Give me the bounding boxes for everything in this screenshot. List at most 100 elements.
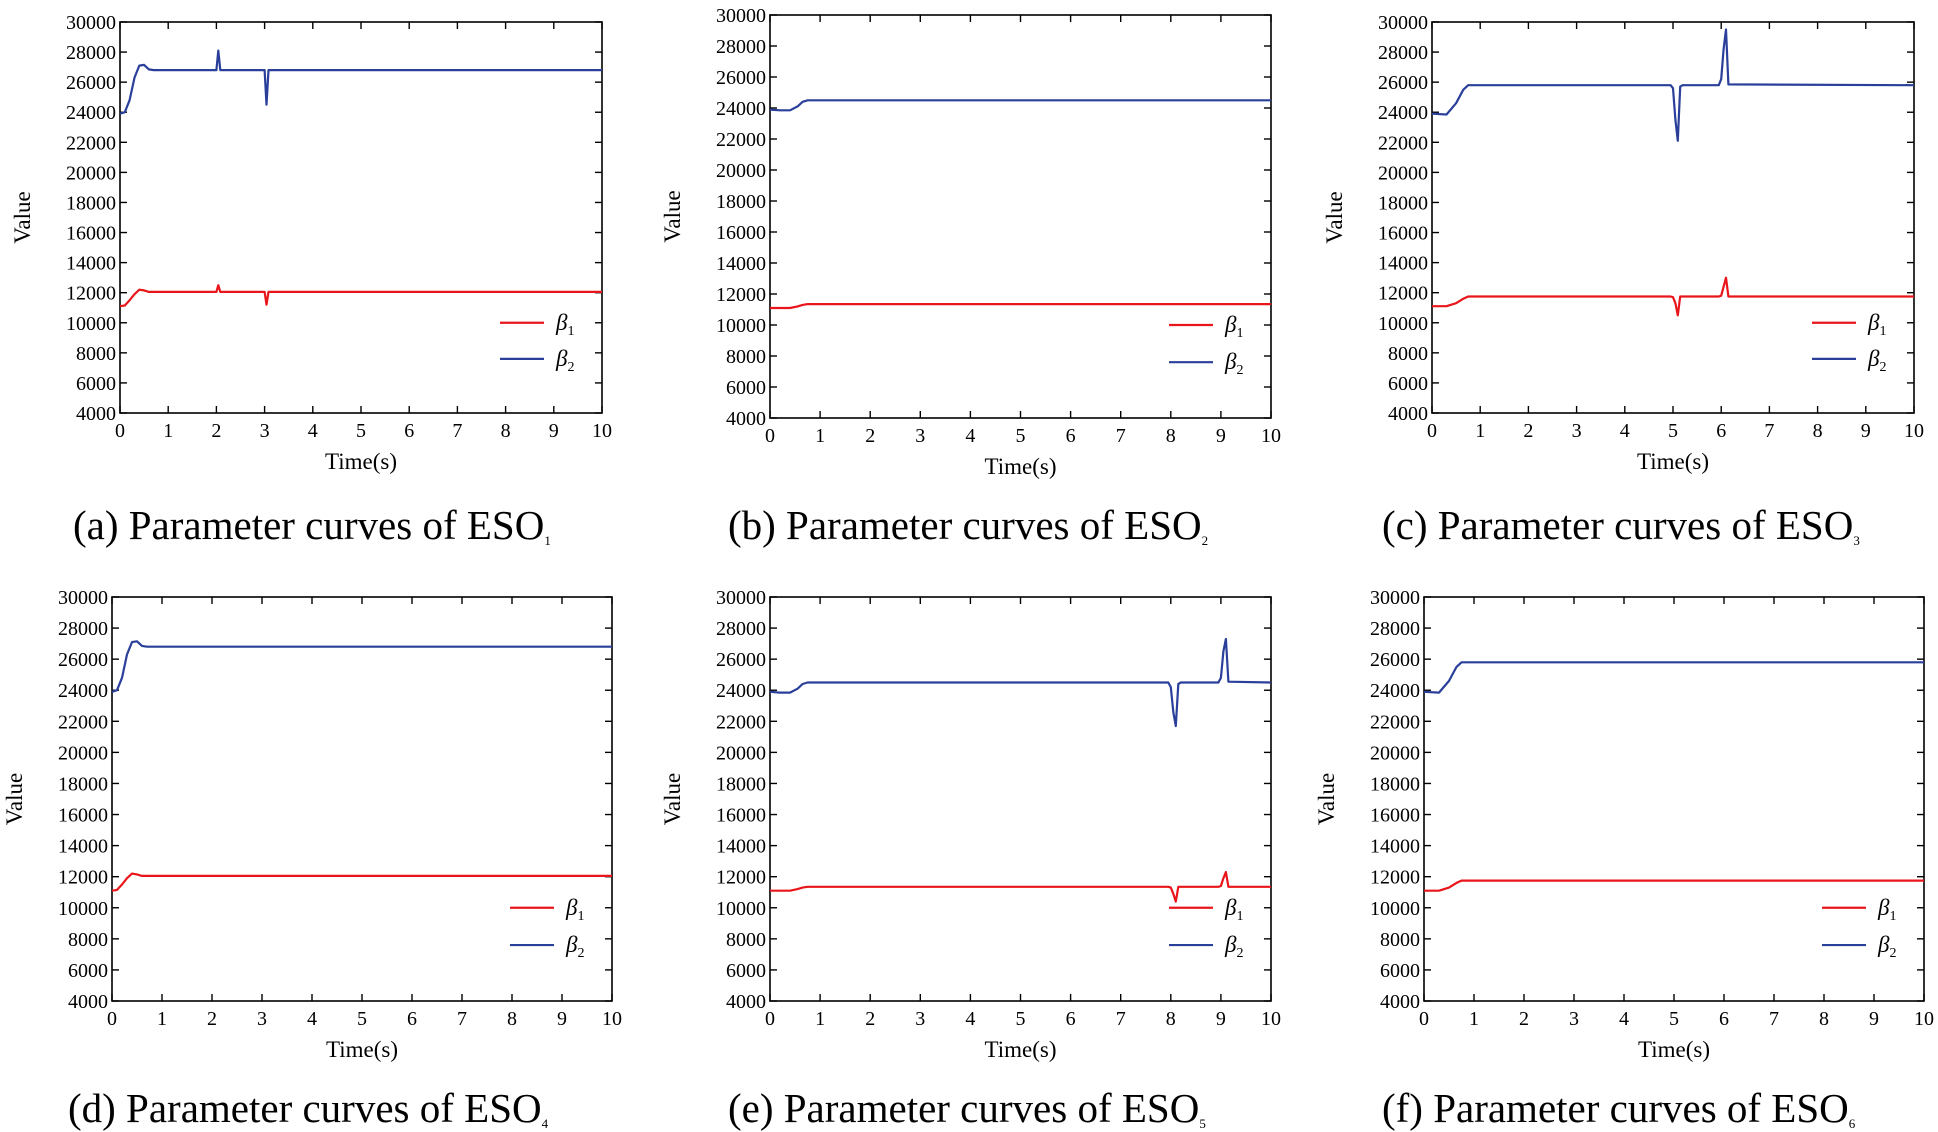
y-tick-label: 4000 <box>1388 403 1428 425</box>
legend-subscript: 2 <box>1879 360 1886 375</box>
y-tick-label: 8000 <box>726 346 766 368</box>
caption-e: (e) Parameter curves of ESO5 <box>728 1085 1206 1131</box>
y-tick-label: 10000 <box>716 315 766 337</box>
y-tick-label: 26000 <box>716 649 766 671</box>
series-line-1 <box>770 303 1271 310</box>
y-axis-label: Value <box>1322 191 1347 243</box>
x-tick-label: 2 <box>207 1008 217 1030</box>
y-tick-label: 16000 <box>58 805 108 827</box>
x-tick-label: 9 <box>1861 420 1871 442</box>
x-tick-label: 4 <box>965 425 975 447</box>
y-tick-label: 28000 <box>58 618 108 640</box>
x-tick-label: 3 <box>257 1008 267 1030</box>
y-tick-label: 14000 <box>58 836 108 858</box>
x-tick-label: 4 <box>1620 420 1630 442</box>
x-tick-label: 6 <box>404 420 414 442</box>
y-tick-label: 30000 <box>1370 587 1420 609</box>
y-tick-label: 24000 <box>66 102 116 124</box>
y-tick-label: 28000 <box>66 42 116 64</box>
x-tick-label: 1 <box>1469 1008 1479 1030</box>
y-axis-label: Value <box>2 773 27 825</box>
x-tick-label: 7 <box>457 1008 467 1030</box>
series-line-2 <box>769 637 1272 728</box>
x-tick-label: 0 <box>1427 420 1437 442</box>
legend-label-2: β2 <box>1867 346 1886 375</box>
x-tick-label: 9 <box>557 1008 567 1030</box>
y-tick-label: 12000 <box>716 284 766 306</box>
legend-label-2: β2 <box>565 932 584 961</box>
y-tick-label: 26000 <box>1378 72 1428 94</box>
legend-subscript: 2 <box>1236 946 1243 961</box>
x-axis-label: Time(s) <box>1638 1037 1710 1062</box>
x-tick-label: 8 <box>1166 425 1176 447</box>
x-tick-label: 5 <box>357 1008 367 1030</box>
y-tick-label: 24000 <box>716 98 766 120</box>
y-tick-label: 20000 <box>66 162 116 184</box>
x-tick-label: 5 <box>1668 420 1678 442</box>
legend-label-1: β1 <box>565 895 584 924</box>
y-tick-label: 14000 <box>716 253 766 275</box>
y-tick-label: 16000 <box>66 223 116 245</box>
legend-label-2: β2 <box>1224 349 1243 378</box>
y-tick-label: 6000 <box>1388 373 1428 395</box>
x-tick-label: 5 <box>1016 425 1026 447</box>
x-tick-label: 9 <box>1216 425 1226 447</box>
x-axis-label: Time(s) <box>1637 449 1709 474</box>
x-tick-label: 0 <box>765 1008 775 1030</box>
x-tick-label: 3 <box>1572 420 1582 442</box>
caption-b: (b) Parameter curves of ESO2 <box>728 502 1209 548</box>
y-tick-label: 12000 <box>66 283 116 305</box>
legend-symbol: β <box>1224 895 1237 920</box>
legend-subscript: 1 <box>1236 326 1243 341</box>
y-tick-label: 14000 <box>1378 253 1428 275</box>
series-line-1 <box>770 870 1271 903</box>
y-tick-label: 18000 <box>58 773 108 795</box>
x-tick-label: 4 <box>308 420 318 442</box>
x-tick-label: 8 <box>1166 1008 1176 1030</box>
legend-symbol: β <box>1877 895 1890 920</box>
caption-d: (d) Parameter curves of ESO4 <box>68 1085 549 1131</box>
y-tick-label: 10000 <box>1370 898 1420 920</box>
x-tick-label: 4 <box>965 1008 975 1030</box>
y-tick-label: 30000 <box>1378 12 1428 34</box>
legend-subscript: 1 <box>1889 909 1896 924</box>
y-tick-label: 24000 <box>58 680 108 702</box>
x-tick-label: 0 <box>1419 1008 1429 1030</box>
y-tick-label: 4000 <box>726 408 766 430</box>
x-tick-label: 5 <box>356 420 366 442</box>
y-tick-label: 12000 <box>716 867 766 889</box>
caption-a: (a) Parameter curves of ESO1 <box>73 502 551 548</box>
series-line-2 <box>1431 28 1915 142</box>
y-tick-label: 28000 <box>1370 618 1420 640</box>
x-tick-label: 1 <box>815 1008 825 1030</box>
x-tick-label: 5 <box>1669 1008 1679 1030</box>
y-tick-label: 28000 <box>716 36 766 58</box>
x-tick-label: 9 <box>549 420 559 442</box>
x-tick-label: 8 <box>1813 420 1823 442</box>
x-tick-label: 3 <box>1569 1008 1579 1030</box>
y-tick-label: 16000 <box>716 805 766 827</box>
x-tick-label: 5 <box>1016 1008 1026 1030</box>
x-tick-label: 2 <box>865 1008 875 1030</box>
x-tick-label: 7 <box>1764 420 1774 442</box>
legend-symbol: β <box>1224 932 1237 957</box>
y-tick-label: 22000 <box>716 129 766 151</box>
series-line-2 <box>769 99 1271 112</box>
y-tick-label: 26000 <box>58 649 108 671</box>
y-tick-label: 30000 <box>58 587 108 609</box>
y-tick-label: 6000 <box>726 960 766 982</box>
x-tick-label: 9 <box>1869 1008 1879 1030</box>
y-tick-label: 16000 <box>1370 805 1420 827</box>
y-tick-label: 10000 <box>716 898 766 920</box>
series-line-1 <box>111 872 612 892</box>
y-tick-label: 4000 <box>726 991 766 1013</box>
x-tick-label: 6 <box>407 1008 417 1030</box>
x-tick-label: 1 <box>815 425 825 447</box>
y-tick-label: 10000 <box>1378 313 1428 335</box>
y-tick-label: 4000 <box>1380 991 1420 1013</box>
y-tick-label: 30000 <box>716 5 766 27</box>
legend-symbol: β <box>1867 310 1880 335</box>
